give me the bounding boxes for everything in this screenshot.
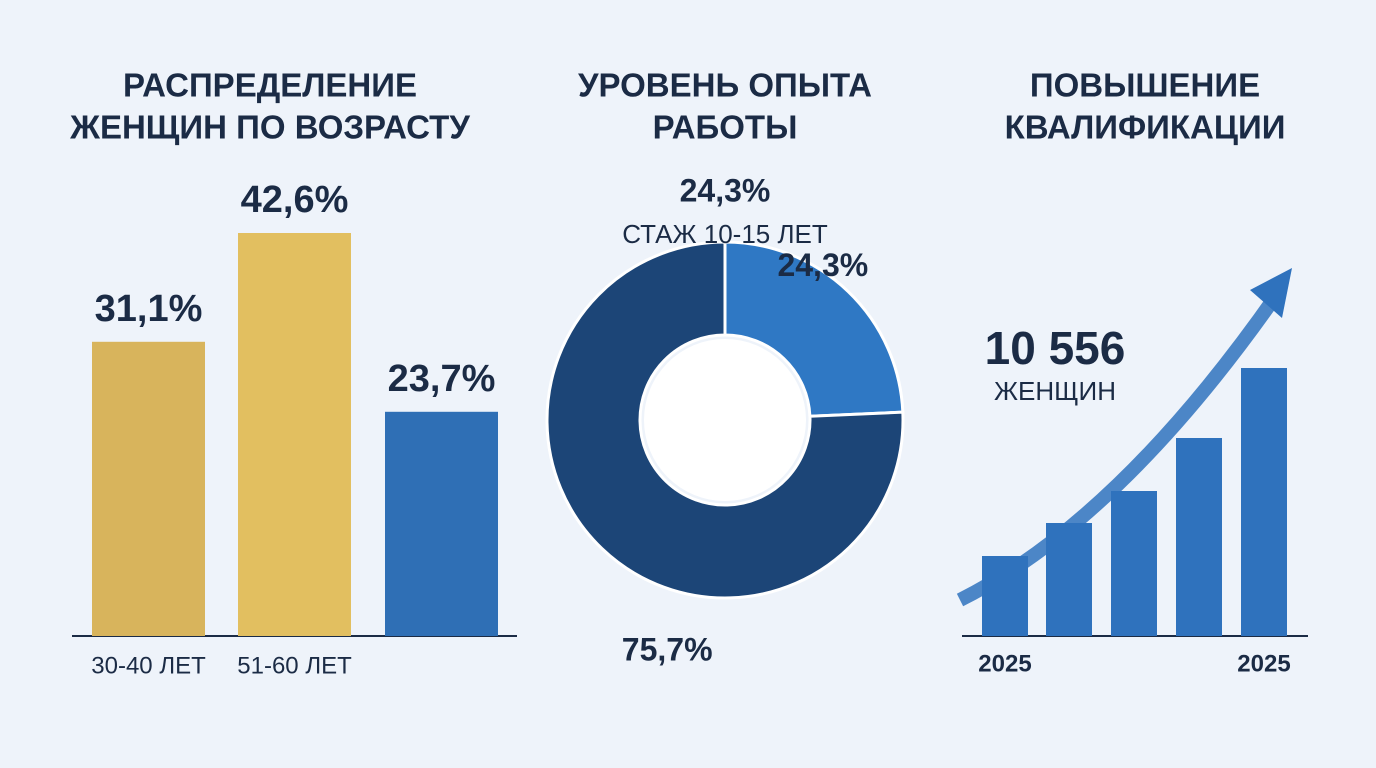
annotation-text: ЖЕНЩИН	[994, 376, 1116, 406]
callout-label: СТАЖ 10-15 ЛЕТ	[622, 219, 828, 249]
chart-title: УРОВЕНЬ ОПЫТА	[578, 67, 872, 104]
chart-title: ЖЕНЩИН ПО ВОЗРАСТУ	[69, 109, 470, 146]
growth-arrow-head	[1250, 268, 1292, 318]
bar	[1176, 438, 1222, 636]
value-label: 24,3%	[777, 247, 868, 283]
annotation-number: 10 556	[985, 322, 1126, 374]
donut-segment	[723, 240, 905, 418]
chart-title: РАСПРЕДЕЛЕНИЕ	[123, 67, 417, 104]
category-label: 30-40 ЛЕТ	[91, 652, 206, 679]
callout-value: 24,3%	[680, 172, 771, 208]
bar	[1046, 523, 1092, 636]
value-label: 75,7%	[622, 632, 713, 668]
category-label: 2025	[978, 650, 1031, 677]
bar	[238, 233, 351, 636]
chart-title: РАБОТЫ	[653, 109, 798, 146]
bar	[385, 411, 498, 636]
bar	[92, 341, 205, 636]
category-label: 51-60 ЛЕТ	[237, 652, 352, 679]
value-label: 23,7%	[388, 358, 496, 400]
value-label: 31,1%	[95, 288, 203, 330]
bar	[1241, 368, 1287, 636]
chart-title: КВАЛИФИКАЦИИ	[1005, 109, 1286, 146]
category-label: 2025	[1237, 650, 1290, 677]
donut-center	[644, 339, 806, 501]
bar	[982, 556, 1028, 636]
chart-title: ПОВЫШЕНИЕ	[1030, 67, 1260, 104]
bar	[1111, 491, 1157, 636]
donut-segment	[545, 240, 905, 600]
value-label: 42,6%	[241, 179, 349, 221]
